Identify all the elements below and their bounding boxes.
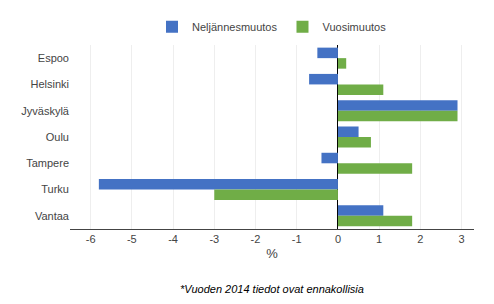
- svg-text:Neljännesmuutos: Neljännesmuutos: [192, 21, 277, 33]
- svg-text:-4: -4: [168, 233, 178, 245]
- svg-text:-6: -6: [86, 233, 96, 245]
- svg-text:3: 3: [459, 233, 465, 245]
- svg-text:Turku: Turku: [41, 183, 69, 195]
- svg-text:1: 1: [376, 233, 382, 245]
- svg-text:Helsinki: Helsinki: [30, 78, 69, 90]
- svg-text:-3: -3: [209, 233, 219, 245]
- svg-text:Vantaa: Vantaa: [35, 210, 70, 222]
- svg-text:-5: -5: [127, 233, 137, 245]
- svg-text:0: 0: [335, 233, 341, 245]
- svg-text:Espoo: Espoo: [38, 52, 69, 64]
- svg-text:*Vuoden 2014 tiedot ovat ennak: *Vuoden 2014 tiedot ovat ennakollisia: [180, 283, 364, 295]
- svg-text:Vuosimuutos: Vuosimuutos: [322, 21, 386, 33]
- svg-text:Oulu: Oulu: [46, 131, 69, 143]
- svg-text:-1: -1: [292, 233, 302, 245]
- svg-text:2: 2: [417, 233, 423, 245]
- svg-text:-2: -2: [251, 233, 261, 245]
- svg-text:%: %: [266, 246, 278, 261]
- svg-text:Jyväskylä: Jyväskylä: [21, 105, 70, 117]
- svg-text:Tampere: Tampere: [26, 157, 69, 169]
